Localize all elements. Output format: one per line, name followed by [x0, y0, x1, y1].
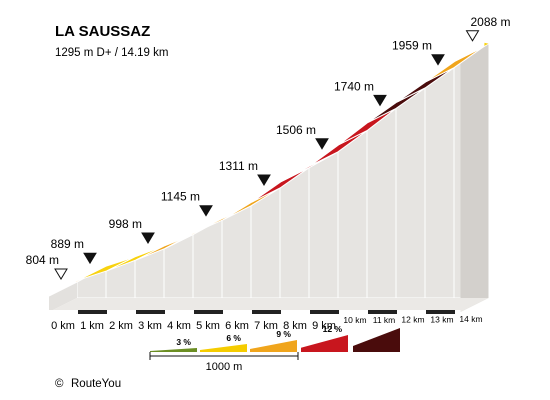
distance-tick-labels: 0 km 1 km 2 km 3 km 4 km 5 km 6 km 7 km 8 km 9 km…	[51, 314, 483, 332]
elevation-markers: 804 m 889 m 998 m 1145 m 1311 m 1506 m 1740 m 1…	[26, 15, 511, 280]
legend-label-0: 3 %	[176, 337, 191, 347]
elevation-label-2: 998 m	[109, 217, 142, 231]
scale-bar-label: 1000 m	[206, 361, 243, 373]
distance-tick-12: 12 km	[401, 315, 424, 325]
marker-triangle-7	[431, 54, 445, 66]
legend-swatch-1	[200, 344, 247, 352]
elevation-label-7: 1959 m	[392, 39, 432, 53]
marker-triangle-3	[199, 205, 213, 217]
distance-tick-0: 0 km	[51, 320, 75, 332]
start-cap-wall	[49, 282, 77, 312]
distance-tick-7: 7 km	[254, 320, 278, 332]
distance-tick-4: 4 km	[167, 320, 191, 332]
legend-label-2: 9 %	[276, 329, 291, 339]
legend-label-3: 12 %	[323, 324, 343, 334]
distance-tick-10: 10 km	[343, 315, 366, 325]
marker-triangle-6	[373, 94, 387, 107]
side-wall-8	[308, 150, 339, 299]
side-wall-6	[250, 187, 281, 299]
distance-tick-9: 9 km	[312, 320, 336, 332]
distance-tick-11: 11 km	[373, 315, 396, 325]
elevation-label-5: 1506 m	[276, 123, 316, 137]
legend-label-1: 6 %	[226, 333, 241, 343]
elevation-label-6: 1740 m	[334, 79, 374, 93]
profile-gradient-segments	[48, 42, 489, 297]
distance-tick-2: 2 km	[109, 320, 133, 332]
base-floor	[49, 298, 489, 312]
copyright-symbol: ©	[55, 378, 64, 390]
elevation-label-8: 2088 m	[470, 15, 510, 29]
distance-tick-3: 3 km	[138, 320, 162, 332]
distance-tick-13: 13 km	[430, 314, 453, 324]
credit-text: RouteYou	[71, 378, 121, 390]
legend-swatch-3	[301, 335, 348, 352]
side-wall-12	[424, 66, 455, 299]
marker-triangle-2	[141, 232, 155, 244]
side-wall-7	[279, 166, 310, 299]
distance-tick-14: 14 km	[459, 314, 482, 324]
elevation-label-3: 1145 m	[161, 190, 200, 204]
elevation-label-0: 804 m	[26, 253, 59, 267]
distance-tick-6: 6 km	[225, 320, 249, 332]
gradient-legend: 3 % 6 % 9 % 12 %	[150, 324, 400, 352]
side-wall-10	[366, 107, 397, 299]
marker-triangle-1	[83, 252, 97, 265]
summit-tip	[484, 42, 489, 46]
marker-triangle-8	[465, 30, 480, 42]
distance-tick-1: 1 km	[80, 320, 104, 332]
marker-triangle-4	[257, 174, 271, 186]
elevation-label-1: 889 m	[51, 237, 84, 251]
chart-title: LA SAUSSAZ	[55, 23, 150, 40]
legend-swatch-2	[250, 340, 297, 352]
marker-triangle-5	[315, 138, 329, 150]
side-wall-11	[395, 87, 426, 299]
distance-tick-5: 5 km	[196, 320, 220, 332]
end-cap-wall	[460, 43, 489, 313]
chart-subtitle: 1295 m D+ / 14.19 km	[55, 47, 168, 59]
elevation-label-4: 1311 m	[219, 159, 258, 173]
distance-tick-8: 8 km	[283, 320, 307, 332]
marker-triangle-0	[54, 268, 68, 280]
legend-swatch-0	[150, 348, 197, 352]
side-wall-9	[337, 129, 368, 299]
side-wall-5	[221, 205, 252, 299]
legend-swatch-4	[353, 328, 400, 352]
profile-base	[49, 298, 489, 314]
